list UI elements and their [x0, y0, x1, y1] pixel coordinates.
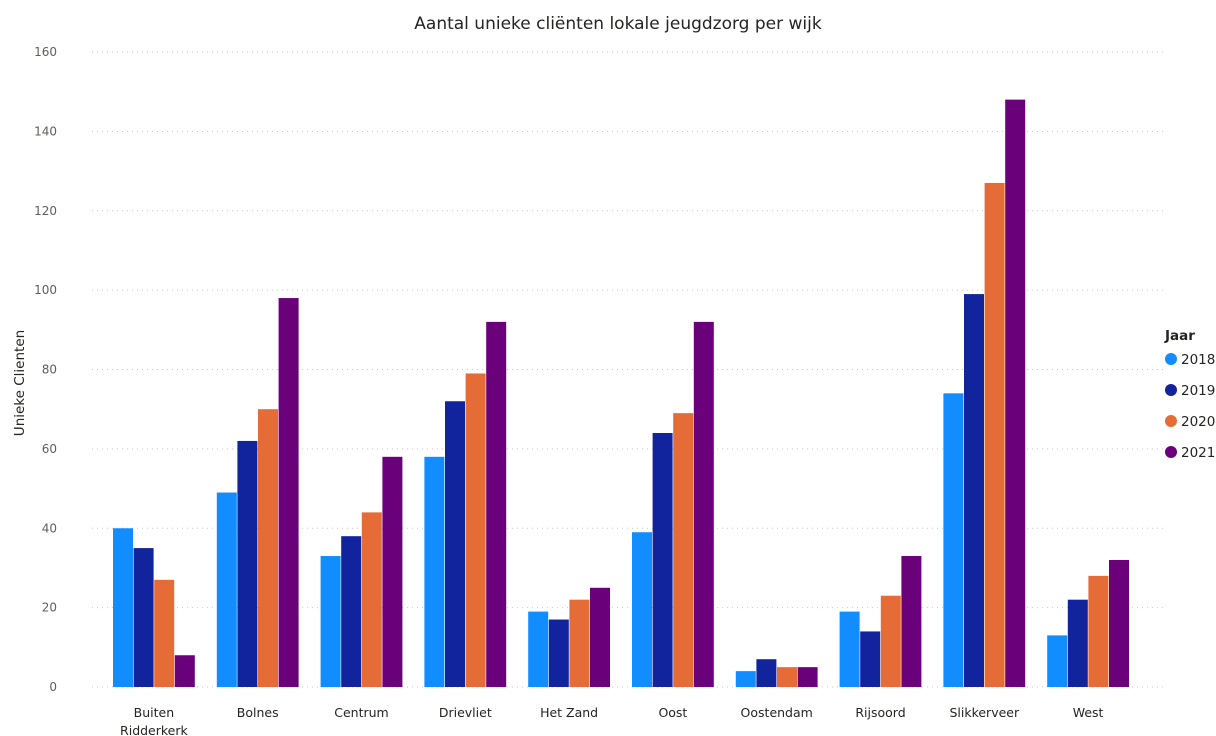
- y-tick-label: 80: [42, 363, 57, 377]
- x-tick-label: Drievliet: [439, 705, 492, 720]
- legend-title: Jaar: [1164, 328, 1195, 344]
- bar-2021-3: [486, 321, 507, 687]
- bar-2018-5: [632, 532, 652, 687]
- bar-2019-6: [756, 659, 777, 687]
- y-tick-label: 60: [42, 442, 57, 456]
- bar-2020-6: [777, 667, 797, 687]
- bar-2020-7: [880, 595, 901, 687]
- bar-2018-8: [943, 393, 964, 687]
- chart-title: Aantal unieke cliënten lokale jeugdzorg …: [414, 14, 822, 34]
- bar-2021-1: [278, 298, 299, 687]
- bar-2019-9: [1067, 599, 1088, 687]
- y-tick-label: 140: [34, 124, 57, 138]
- bar-2018-4: [528, 611, 549, 687]
- x-tick-label: Oost: [658, 705, 687, 720]
- bar-2021-9: [1109, 560, 1129, 687]
- y-axis-ticks: 0 20 40 60 80 100 120 140 160: [34, 45, 57, 694]
- bar-2020-4: [569, 599, 590, 687]
- bar-2018-0: [113, 528, 133, 687]
- bar-2020-8: [984, 182, 1005, 687]
- x-tick-label: Slikkerveer: [949, 705, 1020, 720]
- legend-marker-2019: [1165, 384, 1177, 396]
- bar-2019-7: [860, 631, 881, 687]
- legend-marker-2020: [1165, 415, 1177, 427]
- bar-2021-0: [174, 655, 195, 687]
- bar-2018-2: [320, 556, 341, 687]
- bar-2019-3: [445, 401, 465, 687]
- bar-2018-6: [735, 671, 756, 687]
- y-tick-label: 20: [42, 601, 57, 615]
- legend-marker-2021: [1165, 446, 1177, 458]
- bar-2020-5: [673, 413, 694, 687]
- x-axis-ticks: Buiten Ridderkerk Bolnes Centrum Drievliet He…: [120, 705, 1104, 736]
- legend-entry-2021: 2021: [1181, 445, 1215, 461]
- y-tick-label: 0: [49, 680, 57, 694]
- bar-2019-0: [133, 548, 154, 687]
- bar-2018-7: [839, 611, 860, 687]
- bars: [113, 99, 1129, 687]
- bar-2019-4: [548, 619, 569, 687]
- bar-2020-9: [1088, 575, 1109, 687]
- legend-entry-2019: 2019: [1181, 383, 1215, 399]
- bar-2018-9: [1047, 635, 1068, 687]
- bar-2020-0: [154, 579, 175, 687]
- x-tick-label: Rijsoord: [855, 705, 905, 720]
- x-tick-label: Oostendam: [741, 705, 813, 720]
- bar-2019-2: [341, 536, 362, 687]
- y-tick-label: 100: [34, 283, 57, 297]
- legend-entry-2020: 2020: [1181, 414, 1215, 430]
- bar-2021-2: [382, 456, 403, 687]
- bar-2018-3: [424, 456, 445, 687]
- y-tick-label: 40: [42, 521, 57, 535]
- bar-2019-8: [964, 294, 984, 687]
- legend-entry-2018: 2018: [1181, 352, 1215, 368]
- legend-marker-2018: [1165, 353, 1177, 365]
- y-tick-label: 120: [34, 204, 57, 218]
- y-axis-label: Unieke Clienten: [12, 330, 28, 436]
- bar-2020-1: [258, 409, 278, 687]
- bar-2021-8: [1005, 99, 1026, 687]
- x-tick-label: Het Zand: [540, 705, 598, 720]
- bar-2021-6: [797, 667, 818, 687]
- x-tick-label: Buiten: [134, 705, 175, 720]
- x-tick-label: Bolnes: [237, 705, 279, 720]
- bar-2021-4: [590, 587, 610, 687]
- bar-2020-2: [361, 512, 382, 687]
- x-tick-label: Centrum: [334, 705, 388, 720]
- bar-2021-5: [693, 321, 714, 687]
- bar-2021-7: [901, 556, 922, 687]
- x-tick-label: Ridderkerk: [120, 723, 188, 736]
- bar-2019-1: [237, 440, 258, 687]
- y-tick-label: 160: [34, 45, 57, 59]
- bar-2018-1: [216, 492, 237, 687]
- x-tick-label: West: [1073, 705, 1104, 720]
- bar-2019-5: [652, 433, 673, 687]
- bar-2020-3: [465, 373, 486, 687]
- legend: Jaar 2018 2019 2020 2021: [1164, 328, 1215, 461]
